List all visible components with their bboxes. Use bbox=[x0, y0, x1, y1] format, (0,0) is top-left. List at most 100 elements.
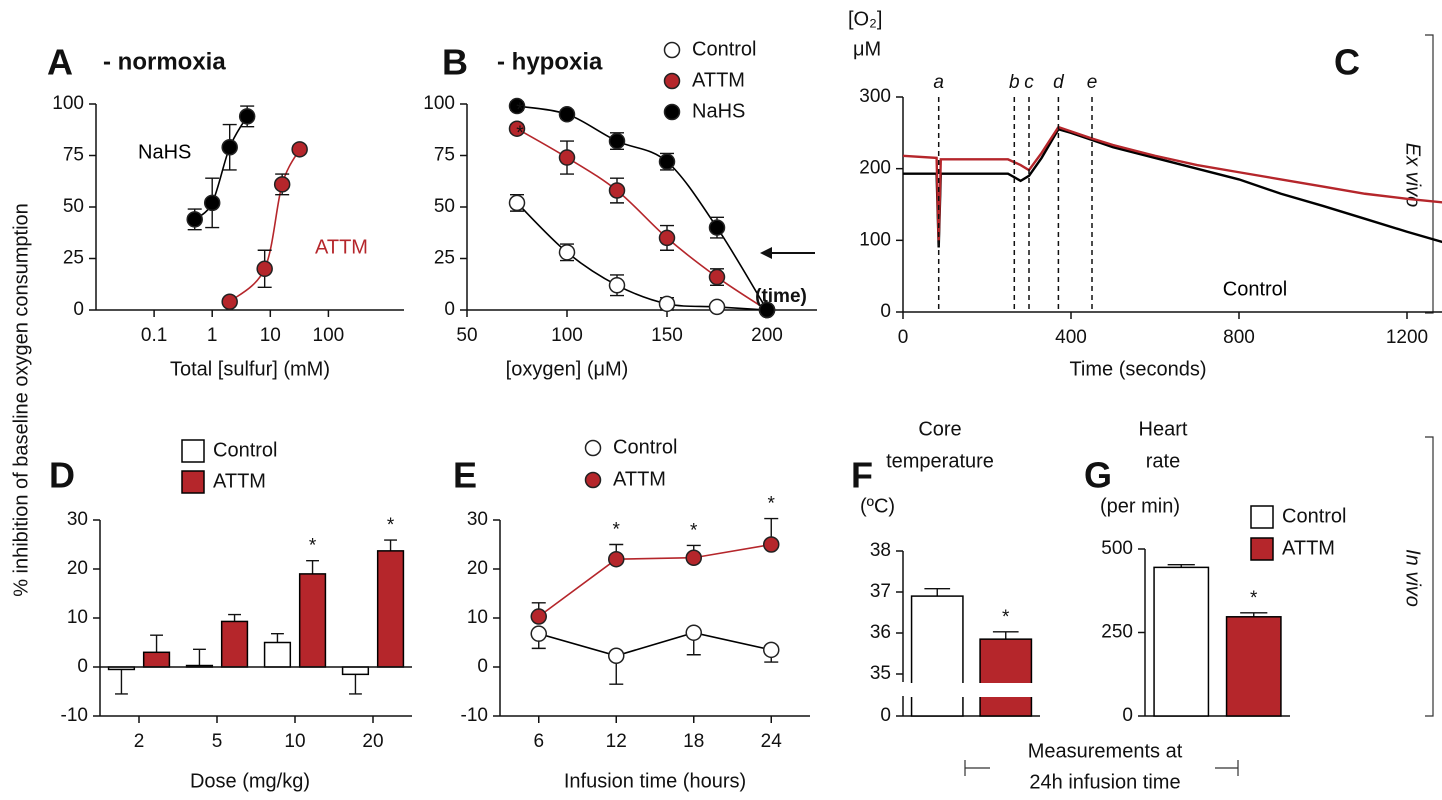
x-tick-label: 24 bbox=[761, 731, 783, 752]
y-tick-label: 0 bbox=[477, 656, 488, 677]
y-tick-label: 0 bbox=[77, 656, 88, 677]
legend-label: ATTM bbox=[613, 468, 666, 490]
y-tick-label: 75 bbox=[434, 145, 455, 166]
legend-marker bbox=[584, 471, 602, 489]
bar bbox=[1153, 566, 1210, 717]
significance: * bbox=[387, 515, 395, 536]
panel-letter: E bbox=[453, 455, 477, 496]
bar bbox=[979, 638, 1033, 717]
bar bbox=[263, 641, 292, 668]
error-bar bbox=[349, 674, 362, 695]
y-tick-label: 20 bbox=[67, 558, 88, 579]
significance: * bbox=[613, 520, 621, 541]
side-label: In vivo bbox=[1402, 549, 1424, 607]
x-tick-label: 5 bbox=[212, 731, 223, 752]
marker bbox=[508, 194, 526, 212]
panel-letter: G bbox=[1084, 455, 1112, 496]
y-tick-label: 100 bbox=[423, 93, 455, 114]
error-bar bbox=[306, 559, 319, 574]
y-tick-label: -10 bbox=[61, 705, 88, 726]
x-tick-label: 1 bbox=[207, 325, 218, 346]
y-tick-label: 100 bbox=[52, 93, 84, 114]
series-line bbox=[538, 543, 772, 618]
panel-letter: D bbox=[49, 455, 75, 496]
marker bbox=[203, 194, 221, 212]
x-tick-label: 6 bbox=[533, 731, 544, 752]
y-tick-label: 30 bbox=[67, 509, 88, 530]
significance: * bbox=[1002, 607, 1010, 628]
y-tick-label: 10 bbox=[67, 607, 88, 628]
error-bar bbox=[228, 613, 241, 622]
x-tick-label: 12 bbox=[606, 731, 627, 752]
marker bbox=[758, 301, 776, 319]
y-tick-label: 38 bbox=[870, 540, 891, 561]
annotation: * bbox=[516, 123, 524, 144]
event-label: c bbox=[1024, 72, 1034, 93]
legend-label: Control bbox=[213, 439, 277, 461]
bar bbox=[910, 595, 964, 717]
side-label: Ex vivo bbox=[1402, 143, 1424, 207]
x-axis-label: [oxygen] (μM) bbox=[506, 358, 629, 380]
x-tick-label: 18 bbox=[683, 731, 704, 752]
y-tick-label: 50 bbox=[434, 196, 455, 217]
error-bar bbox=[384, 539, 397, 551]
marker bbox=[658, 295, 676, 313]
series-label: ATTM bbox=[315, 236, 368, 258]
marker bbox=[708, 219, 726, 236]
error-bar bbox=[271, 632, 284, 643]
marker bbox=[608, 550, 625, 568]
bar bbox=[1225, 616, 1282, 717]
marker bbox=[708, 268, 726, 286]
legend-swatch bbox=[1250, 537, 1274, 561]
y-tick-label: 10 bbox=[467, 607, 488, 628]
y-tick-label: 30 bbox=[467, 509, 488, 530]
annotation-arrowhead bbox=[760, 247, 772, 259]
error-bar bbox=[193, 648, 206, 666]
legend-marker bbox=[663, 41, 681, 59]
panel-letter: F bbox=[851, 455, 873, 496]
event-label: b bbox=[1009, 72, 1020, 93]
marker bbox=[273, 176, 291, 193]
panel-title: temperature bbox=[886, 450, 994, 472]
y-tick-label: 0 bbox=[73, 299, 84, 320]
legend-label: ATTM bbox=[213, 470, 266, 492]
marker bbox=[658, 229, 676, 247]
y-tick-label: 0 bbox=[444, 299, 455, 320]
bar bbox=[376, 550, 405, 668]
series-label: NaHS bbox=[138, 141, 191, 163]
x-tick-label: 20 bbox=[362, 731, 383, 752]
legend-label: Control bbox=[613, 436, 677, 458]
bar bbox=[341, 666, 370, 676]
marker bbox=[221, 293, 238, 311]
y-tick-label: 100 bbox=[859, 229, 891, 250]
marker bbox=[558, 106, 576, 123]
annotation: (time) bbox=[755, 286, 807, 307]
legend-marker bbox=[663, 103, 681, 121]
legend-label: NaHS bbox=[692, 100, 745, 122]
legend-swatch bbox=[181, 439, 205, 463]
footnote: 24h infusion time bbox=[1029, 771, 1180, 793]
legend-swatch bbox=[1250, 505, 1274, 529]
legend-swatch bbox=[181, 470, 205, 494]
x-tick-label: 10 bbox=[260, 325, 281, 346]
y-axis-label: (ºC) bbox=[860, 495, 895, 517]
y-tick-label: -10 bbox=[461, 705, 488, 726]
marker bbox=[608, 277, 626, 294]
x-tick-label: 100 bbox=[313, 325, 345, 346]
series-line bbox=[516, 105, 768, 311]
marker bbox=[685, 549, 702, 566]
marker bbox=[608, 182, 626, 199]
x-tick-label: 400 bbox=[1055, 327, 1087, 348]
bar bbox=[220, 620, 249, 668]
marker bbox=[658, 153, 676, 170]
marker bbox=[530, 608, 547, 625]
y-axis-label: [O₂] bbox=[848, 8, 882, 30]
x-tick-label: 0.1 bbox=[141, 325, 167, 346]
x-tick-label: 2 bbox=[134, 731, 145, 752]
x-tick-label: 800 bbox=[1223, 327, 1255, 348]
y-tick-label: 200 bbox=[859, 158, 891, 179]
y-tick-label: 25 bbox=[63, 248, 84, 269]
y-tick-label: 20 bbox=[467, 558, 488, 579]
panel-title: - hypoxia bbox=[497, 48, 603, 75]
